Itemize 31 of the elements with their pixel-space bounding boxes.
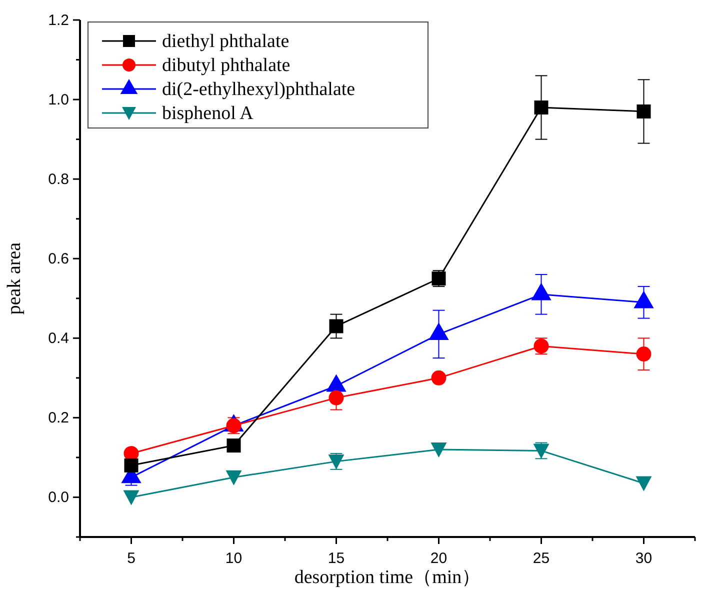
y-tick-label: 0.6 [48,250,69,268]
x-tick-label: 10 [225,550,242,567]
point [226,470,242,486]
point [431,370,446,386]
point [328,390,344,406]
x-axis-title: desorption time（min） [294,567,481,588]
point [329,319,344,334]
point [123,490,140,506]
point [636,346,652,362]
y-tick-label: 0.2 [48,410,69,427]
x-tick-label: 30 [635,550,652,567]
point [226,438,241,453]
point [124,458,138,472]
y-tick-label: 0.4 [48,330,69,348]
y-axis-title: peak area [4,242,25,315]
x-tick-label: 25 [532,550,550,567]
point [636,476,652,492]
point [534,100,548,114]
y-tick-label: 0.0 [48,489,69,506]
x-tick-label: 15 [328,550,345,567]
legend-label: dibutyl phthalate [162,55,290,76]
x-tick-label: 20 [430,550,448,567]
point [430,442,447,458]
y-tick-label: 0.8 [48,171,69,188]
y-tick-label: 1.0 [48,92,69,109]
legend-label: bisphenol A [162,103,254,124]
legend-label: di(2-ethylhexyl)phthalate [162,79,356,100]
point [636,104,651,118]
legend-label: diethyl phthalate [162,31,290,52]
x-tick-label: 5 [127,550,136,567]
y-tick-label: 1.2 [48,12,69,29]
